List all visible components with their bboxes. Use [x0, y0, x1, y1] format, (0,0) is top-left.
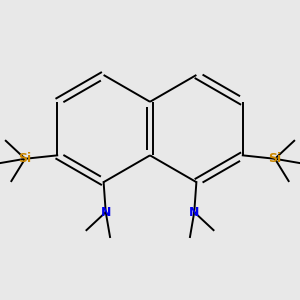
Text: Si: Si [19, 152, 32, 165]
Text: N: N [189, 206, 200, 219]
Text: N: N [100, 206, 111, 219]
Text: Si: Si [268, 152, 281, 165]
